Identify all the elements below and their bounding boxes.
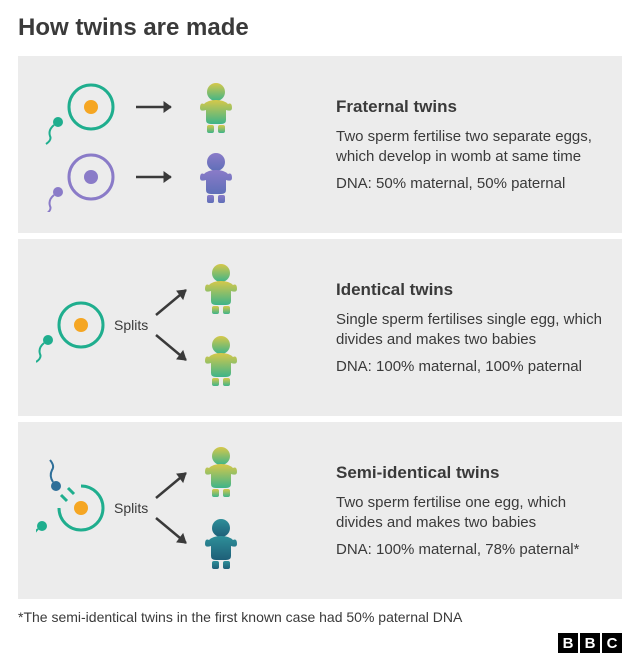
baby-icon: [200, 83, 232, 133]
panel-desc: Two sperm fertilise two separate eggs, w…: [336, 127, 604, 168]
baby-icon: [205, 264, 237, 314]
diagram-semi: Splits: [36, 438, 336, 583]
footer: BBC: [18, 633, 622, 653]
panel-dna: DNA: 100% maternal, 100% paternal: [336, 358, 604, 375]
sperm-icon: [46, 117, 63, 144]
egg-icon: [59, 486, 103, 530]
arrow-icon: [156, 518, 186, 543]
egg-icon: [69, 85, 113, 129]
splits-label: Splits: [114, 317, 148, 333]
bbc-logo: BBC: [558, 633, 622, 653]
arrow-icon: [136, 172, 171, 182]
baby-icon: [205, 336, 237, 386]
diagram-identical: Splits: [36, 255, 336, 400]
arrow-icon: [136, 102, 171, 112]
arrow-icon: [156, 290, 186, 315]
sperm-icon: [50, 460, 61, 491]
panel-desc: Single sperm fertilises single egg, whic…: [336, 310, 604, 351]
panel-dna: DNA: 50% maternal, 50% paternal: [336, 175, 604, 192]
panel-heading: Semi-identical twins: [336, 463, 604, 483]
arrow-icon: [156, 473, 186, 498]
panel-semi: Splits Semi-identical: [18, 422, 622, 599]
diagram-fraternal: [36, 72, 336, 217]
baby-icon: [200, 153, 232, 203]
sperm-icon: [46, 187, 63, 212]
egg-icon: [69, 155, 113, 199]
panel-heading: Identical twins: [336, 280, 604, 300]
sperm-icon: [36, 335, 53, 362]
panel-dna: DNA: 100% maternal, 78% paternal*: [336, 541, 604, 558]
arrow-icon: [156, 335, 186, 360]
panel-fraternal: Fraternal twins Two sperm fertilise two …: [18, 56, 622, 233]
footnote: *The semi-identical twins in the first k…: [18, 609, 622, 625]
panel-heading: Fraternal twins: [336, 97, 604, 117]
panel-identical: Splits Identical twin: [18, 239, 622, 416]
splits-label: Splits: [114, 500, 148, 516]
egg-icon: [59, 303, 103, 347]
baby-icon: [205, 519, 237, 569]
baby-icon: [205, 447, 237, 497]
panel-desc: Two sperm fertilise one egg, which divid…: [336, 493, 604, 534]
page-title: How twins are made: [18, 14, 622, 42]
sperm-icon: [36, 521, 47, 548]
